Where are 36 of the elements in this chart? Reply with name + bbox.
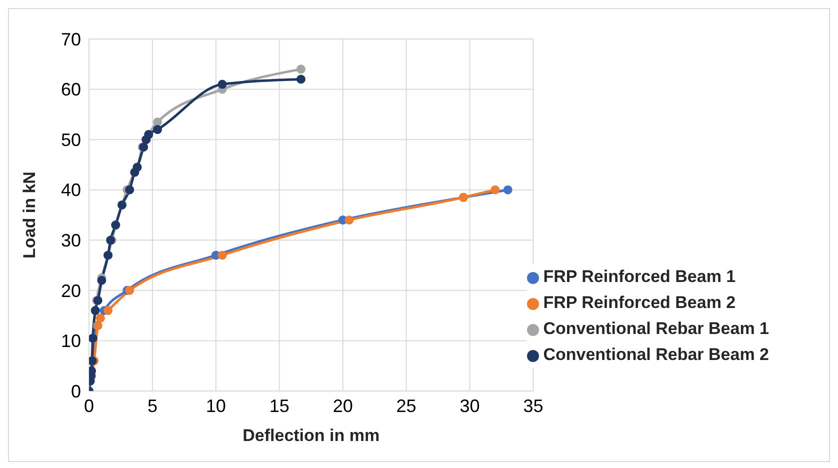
legend-label: Conventional Rebar Beam 2	[543, 345, 769, 364]
point	[153, 117, 162, 126]
point	[503, 185, 512, 194]
x-tick-label: 30	[460, 396, 480, 416]
y-tick-label: 20	[60, 280, 81, 301]
point	[125, 286, 134, 295]
point	[296, 64, 306, 74]
point	[490, 185, 500, 194]
y-tick-label: 0	[70, 381, 81, 402]
x-tick-label: 5	[147, 396, 158, 416]
x-tick-label: 0	[84, 396, 94, 416]
y-axis-title: Load in kN	[20, 172, 40, 258]
y-tick-label: 40	[60, 180, 81, 200]
point	[104, 306, 113, 316]
point	[97, 276, 106, 285]
point	[125, 185, 134, 194]
point	[218, 250, 227, 260]
legend-label: FRP Reinforced Beam 1	[543, 267, 736, 286]
point	[218, 80, 227, 89]
y-tick-label: 30	[60, 230, 81, 251]
x-tick-label: 10	[206, 396, 226, 416]
y-tick-label: 50	[60, 130, 81, 150]
point	[153, 125, 162, 134]
x-axis-title: Deflection in mm	[242, 426, 380, 445]
x-tick-label: 20	[332, 396, 353, 416]
y-tick-label: 60	[60, 80, 81, 100]
legend-label: Conventional Rebar Beam 1	[543, 319, 769, 338]
y-tick-label: 10	[60, 331, 81, 352]
x-tick-label: 15	[269, 396, 290, 416]
point	[344, 216, 354, 225]
point	[296, 74, 306, 84]
x-tick-label: 25	[396, 396, 416, 416]
point	[96, 314, 105, 323]
legend-label: FRP Reinforced Beam 2	[543, 293, 736, 312]
x-tick-label: 35	[523, 396, 544, 416]
y-tick-label: 70	[60, 29, 81, 50]
